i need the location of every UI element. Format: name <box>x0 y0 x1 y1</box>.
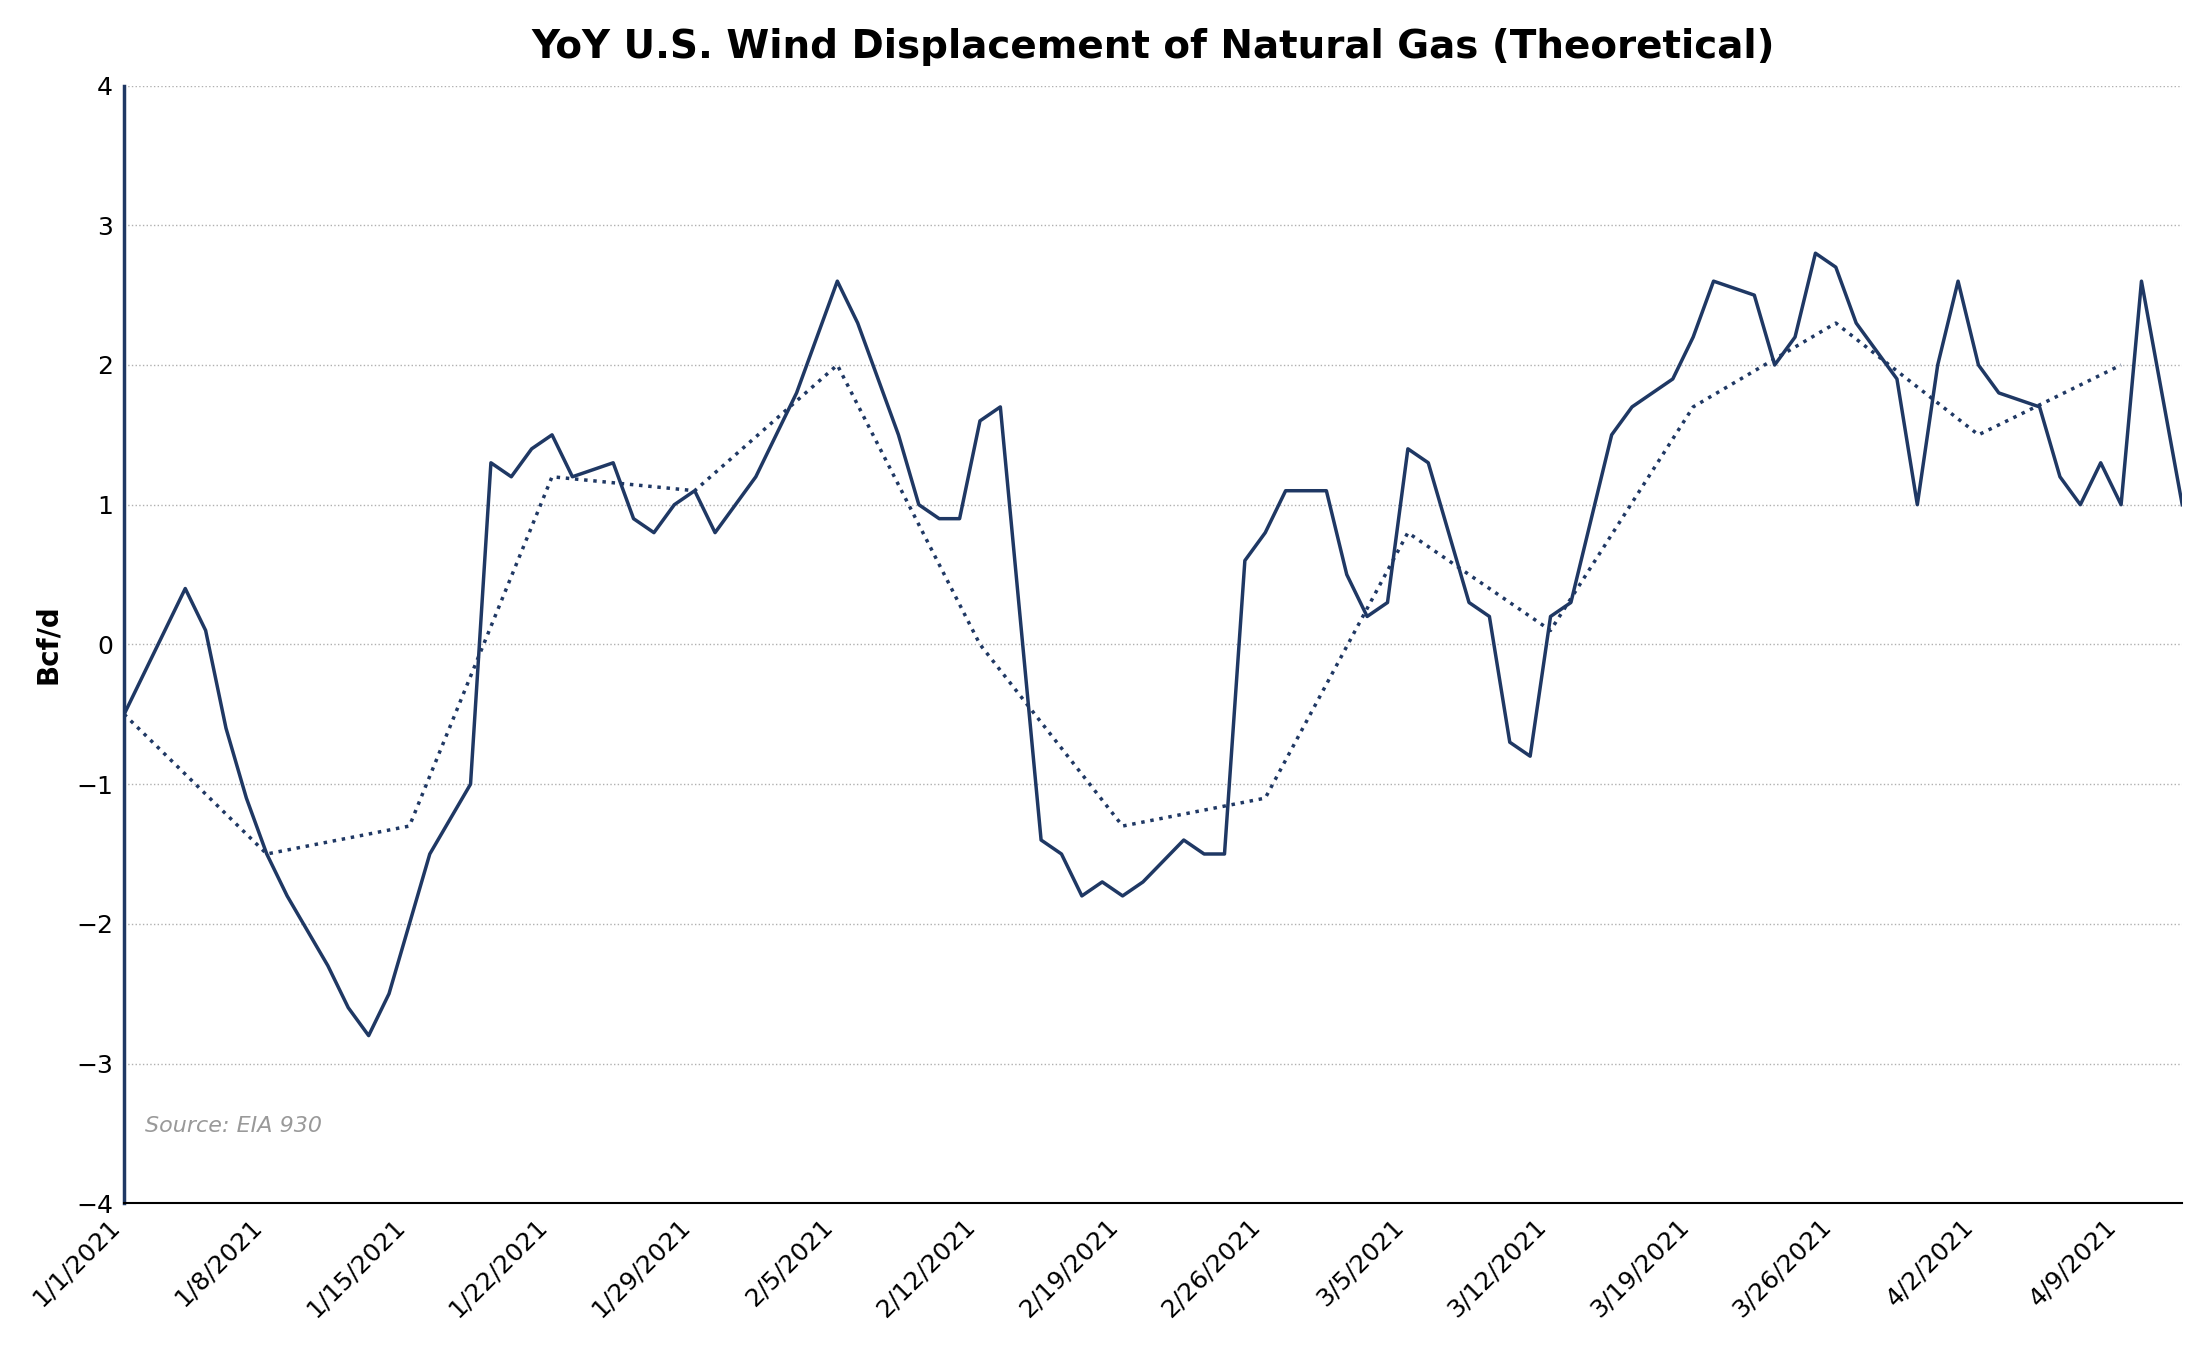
Y-axis label: Bcf/d: Bcf/d <box>33 605 62 684</box>
Title: YoY U.S. Wind Displacement of Natural Gas (Theoretical): YoY U.S. Wind Displacement of Natural Ga… <box>530 28 1775 66</box>
Text: Source: EIA 930: Source: EIA 930 <box>144 1116 323 1137</box>
